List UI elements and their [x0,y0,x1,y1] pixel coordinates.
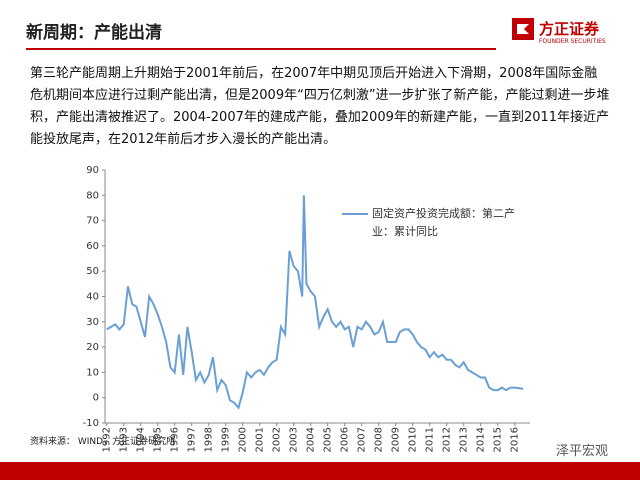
y-tick-label: 0 [93,393,99,404]
x-tick-label: 1996 [170,427,181,452]
watermark: 泽平宏观 [556,444,609,459]
x-tick-label: 1995 [153,427,164,452]
x-tick-label: 1997 [187,427,198,452]
y-tick-label: -10 [83,418,99,429]
x-tick-label: 2016 [510,427,521,452]
logo: 方正证券 FOUNDER SECURITIES [512,18,627,46]
x-tick-label: 2008 [374,427,385,452]
legend-swatch [342,213,368,215]
footer-bar [0,462,640,480]
x-tick-label: 2011 [425,427,436,452]
x-tick-label: 2000 [238,427,249,452]
x-tick-label: 2009 [391,427,402,452]
brand-en: FOUNDER SECURITIES [539,38,606,45]
logo-icon [512,18,534,40]
slide-title: 新周期：产能出清 [26,23,162,43]
x-tick-label: 2012 [442,427,453,452]
legend-entry: 固定资产投资完成额：第二产业：累计同比 [372,207,515,238]
x-tick-label: 2005 [323,427,334,452]
line-series [106,195,524,410]
y-tick-label: 30 [86,317,99,328]
y-tick-label: 20 [86,342,99,353]
x-tick-label: 1993 [119,427,130,452]
x-tick-label: 2003 [289,427,300,452]
y-tick-label: 70 [86,216,99,227]
y-tick-label: 60 [86,241,99,252]
x-tick-label: 1994 [136,427,147,452]
x-tick-label: 2004 [306,427,317,452]
y-tick-label: 10 [86,367,99,378]
x-tick-label: 2013 [459,427,470,452]
x-tick-label: 1998 [204,427,215,452]
x-tick-label: 2002 [272,427,283,452]
source-note: 资料来源： WIND，方正证券研究所 [30,437,176,447]
title-rule [26,48,496,50]
y-tick-label: 40 [86,292,99,303]
x-tick-label: 2001 [255,427,266,452]
y-tick-label: 80 [86,190,99,201]
x-tick-label: 2014 [476,427,487,452]
y-tick-label: 50 [86,266,99,277]
x-tick-label: 2006 [340,427,351,452]
x-tick-label: 2007 [357,427,368,452]
x-tick-label: 1992 [102,427,113,452]
brand: 方正证券 [539,20,600,38]
x-tick-label: 1999 [221,427,232,452]
x-tick-label: 2015 [493,427,504,452]
body-text: 第三轮产能周期上升期始于2001年前后，在2007年中期见顶后开始进入下滑期，2… [30,66,610,147]
x-tick-label: 2010 [408,427,419,452]
y-tick-label: 90 [86,165,99,176]
